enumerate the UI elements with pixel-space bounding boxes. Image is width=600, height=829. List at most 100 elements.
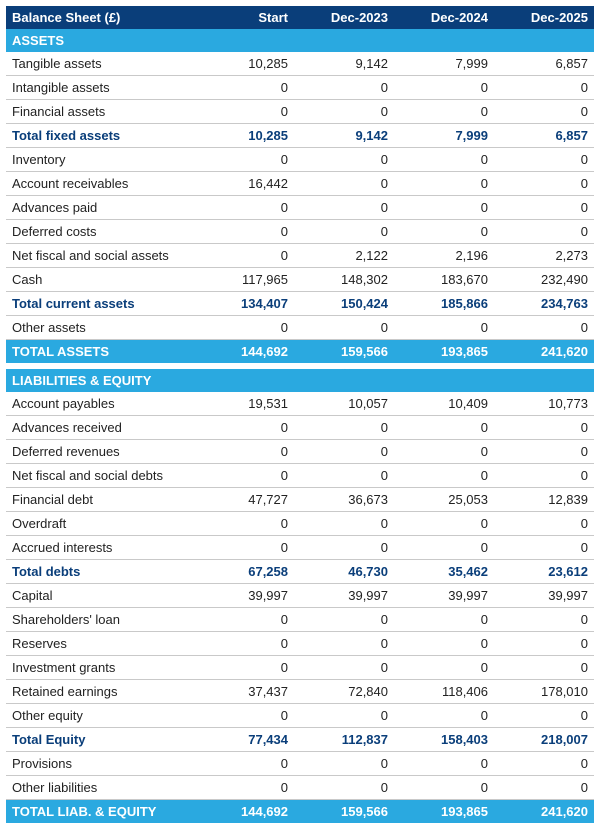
data-row: Accrued interests0000 [6, 536, 594, 560]
row-value: 0 [294, 704, 394, 728]
data-row: Reserves0000 [6, 632, 594, 656]
row-value: 67,258 [194, 560, 294, 584]
row-label: Reserves [6, 632, 194, 656]
row-value: 0 [294, 512, 394, 536]
row-value: 134,407 [194, 292, 294, 316]
subtotal-row: Total Equity77,434112,837158,403218,007 [6, 728, 594, 752]
row-value: 39,997 [394, 584, 494, 608]
row-label: Investment grants [6, 656, 194, 680]
row-value: 19,531 [194, 392, 294, 416]
row-label: Accrued interests [6, 536, 194, 560]
row-value: 0 [394, 512, 494, 536]
total-value: 241,620 [494, 340, 594, 364]
row-label: Total Equity [6, 728, 194, 752]
row-value: 0 [194, 220, 294, 244]
row-value: 0 [294, 172, 394, 196]
row-value: 0 [394, 196, 494, 220]
row-value: 2,273 [494, 244, 594, 268]
row-value: 0 [394, 704, 494, 728]
row-value: 77,434 [194, 728, 294, 752]
balance-sheet-table: Balance Sheet (£)StartDec-2023Dec-2024De… [6, 6, 594, 823]
row-value: 0 [294, 316, 394, 340]
row-label: Other assets [6, 316, 194, 340]
row-value: 0 [394, 752, 494, 776]
row-value: 9,142 [294, 124, 394, 148]
row-label: Advances received [6, 416, 194, 440]
data-row: Capital39,99739,99739,99739,997 [6, 584, 594, 608]
table-header: Balance Sheet (£)StartDec-2023Dec-2024De… [6, 6, 594, 29]
row-value: 0 [294, 536, 394, 560]
data-row: Advances received0000 [6, 416, 594, 440]
row-value: 150,424 [294, 292, 394, 316]
row-label: Other equity [6, 704, 194, 728]
row-value: 0 [494, 632, 594, 656]
row-value: 158,403 [394, 728, 494, 752]
total-label: TOTAL LIAB. & EQUITY [6, 800, 194, 824]
row-value: 0 [394, 172, 494, 196]
column-header-0: Start [194, 6, 294, 29]
row-value: 7,999 [394, 52, 494, 76]
row-value: 12,839 [494, 488, 594, 512]
row-value: 0 [294, 464, 394, 488]
row-label: Deferred costs [6, 220, 194, 244]
section-total: TOTAL ASSETS144,692159,566193,865241,620 [6, 340, 594, 364]
row-value: 0 [194, 416, 294, 440]
row-value: 0 [294, 632, 394, 656]
subtotal-row: Total current assets134,407150,424185,86… [6, 292, 594, 316]
row-label: Net fiscal and social assets [6, 244, 194, 268]
row-value: 0 [194, 704, 294, 728]
total-value: 144,692 [194, 340, 294, 364]
row-label: Intangible assets [6, 76, 194, 100]
total-value: 193,865 [394, 340, 494, 364]
row-value: 117,965 [194, 268, 294, 292]
total-value: 241,620 [494, 800, 594, 824]
table-title: Balance Sheet (£) [6, 6, 194, 29]
row-label: Inventory [6, 148, 194, 172]
row-value: 35,462 [394, 560, 494, 584]
row-value: 0 [294, 440, 394, 464]
data-row: Financial debt47,72736,67325,05312,839 [6, 488, 594, 512]
data-row: Cash117,965148,302183,670232,490 [6, 268, 594, 292]
row-value: 0 [194, 536, 294, 560]
subtotal-row: Total debts67,25846,73035,46223,612 [6, 560, 594, 584]
row-value: 0 [494, 464, 594, 488]
row-label: Tangible assets [6, 52, 194, 76]
row-label: Capital [6, 584, 194, 608]
row-value: 0 [494, 776, 594, 800]
data-row: Provisions0000 [6, 752, 594, 776]
row-value: 7,999 [394, 124, 494, 148]
column-header-2: Dec-2024 [394, 6, 494, 29]
data-row: Other equity0000 [6, 704, 594, 728]
total-value: 144,692 [194, 800, 294, 824]
row-value: 183,670 [394, 268, 494, 292]
row-label: Account payables [6, 392, 194, 416]
row-value: 0 [394, 416, 494, 440]
row-value: 0 [394, 76, 494, 100]
row-value: 72,840 [294, 680, 394, 704]
row-value: 47,727 [194, 488, 294, 512]
total-value: 159,566 [294, 340, 394, 364]
row-value: 234,763 [494, 292, 594, 316]
data-row: Account payables19,53110,05710,40910,773 [6, 392, 594, 416]
row-label: Advances paid [6, 196, 194, 220]
column-header-3: Dec-2025 [494, 6, 594, 29]
section-name: ASSETS [6, 29, 594, 52]
row-value: 0 [394, 608, 494, 632]
data-row: Shareholders' loan0000 [6, 608, 594, 632]
data-row: Deferred revenues0000 [6, 440, 594, 464]
row-value: 0 [394, 464, 494, 488]
subtotal-row: Total fixed assets10,2859,1427,9996,857 [6, 124, 594, 148]
row-label: Cash [6, 268, 194, 292]
row-value: 0 [194, 148, 294, 172]
row-value: 0 [294, 100, 394, 124]
row-label: Account receivables [6, 172, 194, 196]
section-header: LIABILITIES & EQUITY [6, 369, 594, 392]
row-value: 0 [294, 220, 394, 244]
data-row: Advances paid0000 [6, 196, 594, 220]
data-row: Retained earnings37,43772,840118,406178,… [6, 680, 594, 704]
row-value: 0 [294, 148, 394, 172]
row-label: Shareholders' loan [6, 608, 194, 632]
row-value: 10,057 [294, 392, 394, 416]
data-row: Account receivables16,442000 [6, 172, 594, 196]
row-value: 0 [194, 632, 294, 656]
